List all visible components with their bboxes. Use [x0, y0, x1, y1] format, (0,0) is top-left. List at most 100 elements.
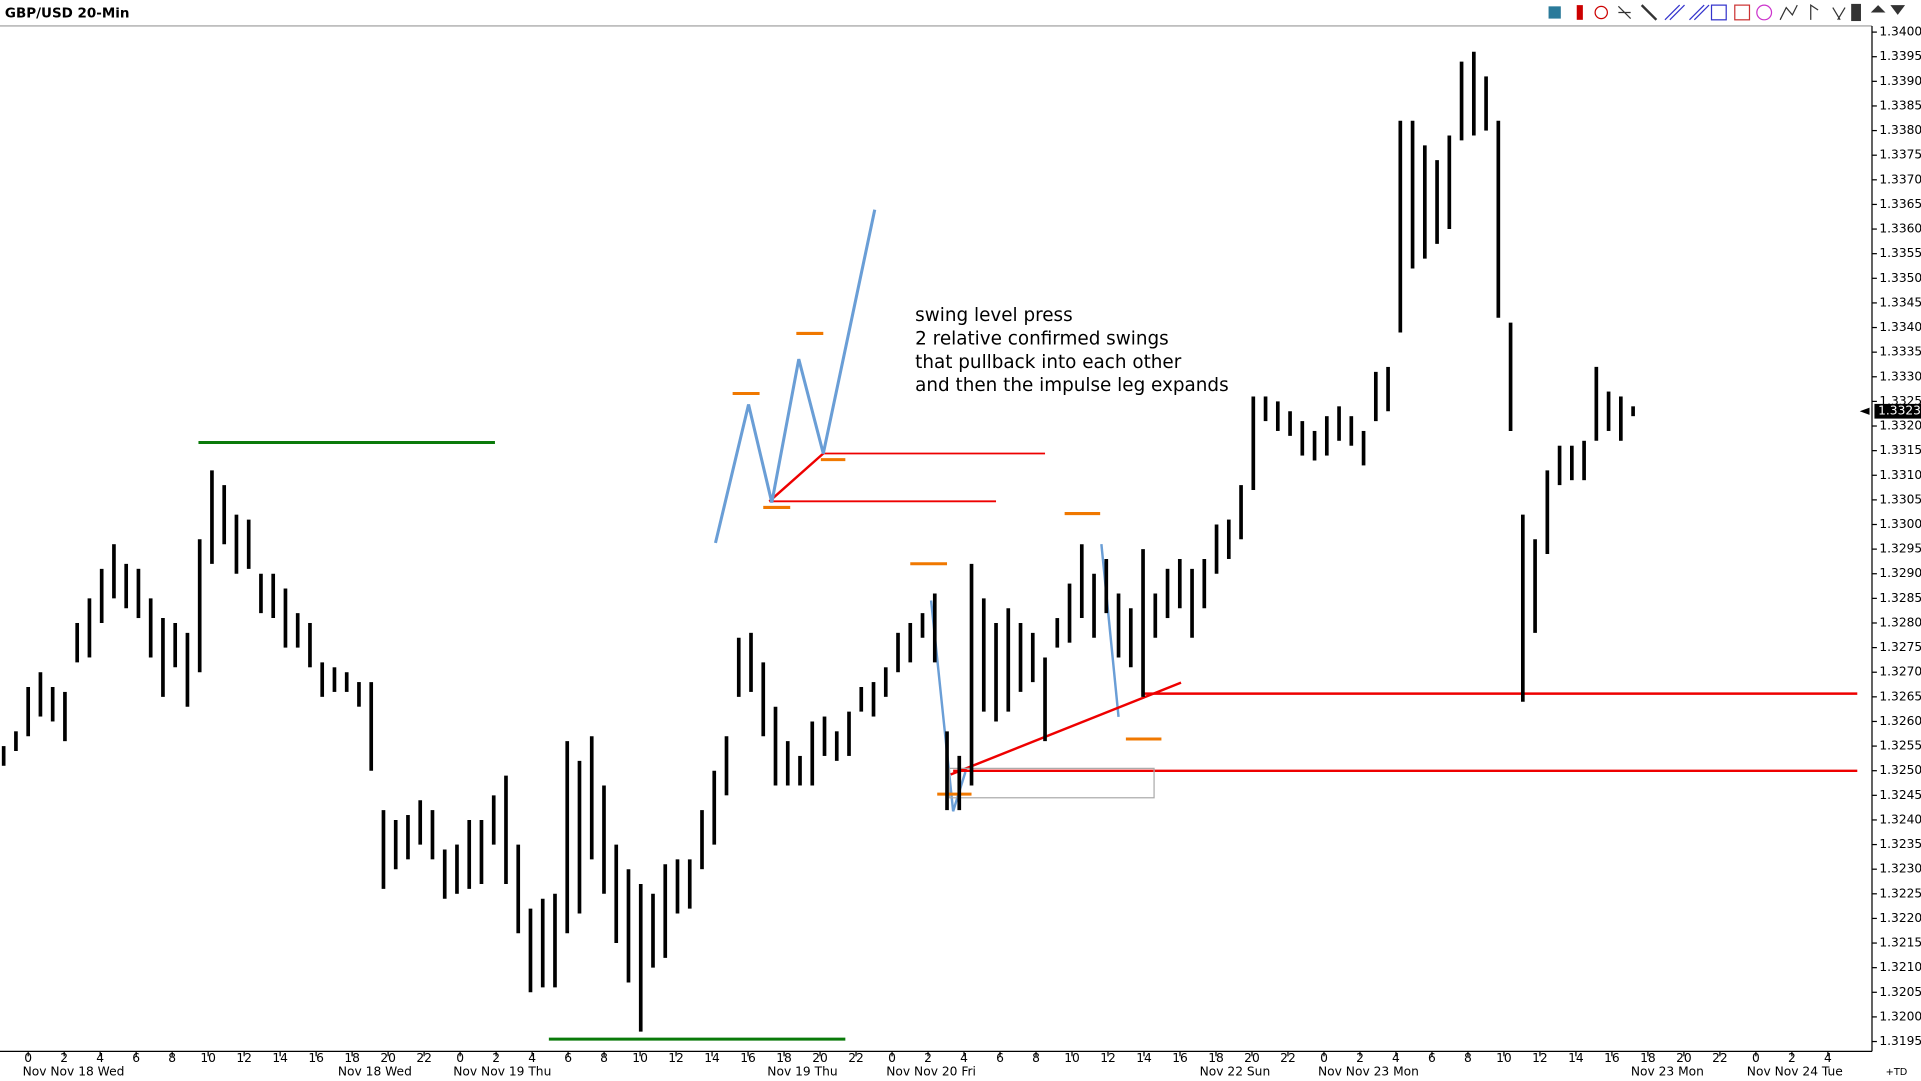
annotation: that pullback into each other	[915, 352, 1182, 373]
x-tick-label: 18	[776, 1051, 792, 1065]
x-tick-label: 16	[308, 1051, 324, 1065]
x-tick-label: 18	[1640, 1051, 1656, 1065]
y-tick-label: 1.3400	[1879, 25, 1921, 39]
y-tick-label: 1.3340	[1879, 320, 1921, 334]
y-tick-label: 1.3280	[1879, 615, 1921, 629]
x-tick-label: 10	[1064, 1051, 1080, 1065]
tool-icon[interactable]	[1870, 5, 1906, 15]
date-label: Nov Nov 18 Wed	[23, 1065, 125, 1079]
x-tick-label: 4	[96, 1051, 104, 1065]
x-tick-label: 0	[1320, 1051, 1328, 1065]
date-label: Nov 19 Thu	[767, 1065, 837, 1079]
x-tick-label: 0	[888, 1051, 896, 1065]
y-tick-label: 1.3230	[1879, 862, 1921, 876]
x-tick-label: 20	[380, 1051, 396, 1065]
tool-icon[interactable]	[1640, 4, 1658, 21]
corner-label: +TD	[1886, 1067, 1908, 1078]
trend-line	[950, 681, 1182, 776]
tool-icon[interactable]	[1810, 3, 1819, 20]
range-box	[948, 767, 1155, 799]
y-tick-label: 1.3315	[1879, 443, 1921, 457]
x-tick-label: 22	[416, 1051, 432, 1065]
annotation: swing level press	[915, 305, 1073, 326]
y-tick-label: 1.3215	[1879, 936, 1921, 950]
x-tick-label: 6	[132, 1051, 140, 1065]
y-tick-label: 1.3240	[1879, 812, 1921, 826]
x-tick-label: 12	[1100, 1051, 1116, 1065]
date-label: Nov 23 Mon	[1631, 1065, 1704, 1079]
x-tick-label: 18	[344, 1051, 360, 1065]
y-tick-label: 1.3375	[1879, 148, 1921, 162]
x-tick-label: 10	[200, 1051, 216, 1065]
x-tick-label: 16	[1172, 1051, 1188, 1065]
last-price-label: 1.3323	[1878, 404, 1921, 418]
y-tick-label: 1.3270	[1879, 665, 1921, 679]
swing-marker	[910, 512, 1162, 796]
tool-icon[interactable]	[1851, 3, 1861, 22]
date-label: Nov 18 Wed	[338, 1065, 412, 1079]
chart-title: GBP/USD 20-Min	[5, 6, 130, 22]
y-tick-label: 1.3195	[1879, 1034, 1921, 1048]
x-tick-label: 4	[960, 1051, 968, 1065]
tool-icon[interactable]	[1832, 7, 1846, 21]
y-tick-label: 1.3295	[1879, 542, 1921, 556]
last-price-arrow	[1859, 407, 1870, 415]
y-tick-label: 1.3300	[1879, 517, 1921, 531]
x-tick-label: 0	[1752, 1051, 1760, 1065]
y-tick-label: 1.3305	[1879, 492, 1921, 506]
y-tick-label: 1.3205	[1879, 985, 1921, 999]
tool-icon[interactable]	[1664, 4, 1685, 21]
x-tick-label: 14	[1136, 1051, 1152, 1065]
x-tick-label: 14	[1568, 1051, 1584, 1065]
tool-icon[interactable]	[1734, 4, 1751, 21]
x-tick-label: 8	[1464, 1051, 1472, 1065]
date-label: Nov Nov 23 Mon	[1318, 1065, 1419, 1079]
x-tick-label: 22	[848, 1051, 864, 1065]
x-tick-label: 20	[1244, 1051, 1260, 1065]
x-tick-label: 4	[528, 1051, 536, 1065]
y-tick-label: 1.3335	[1879, 345, 1921, 359]
x-tick-label: 0	[456, 1051, 464, 1065]
x-tick-label: 20	[1676, 1051, 1692, 1065]
x-tick-label: 8	[1032, 1051, 1040, 1065]
tool-icon[interactable]	[1548, 6, 1561, 19]
tool-icon[interactable]	[1779, 4, 1798, 21]
zigzag	[713, 209, 877, 544]
x-tick-label: 2	[1356, 1051, 1364, 1065]
y-tick-label: 1.3250	[1879, 763, 1921, 777]
tool-icon[interactable]	[1756, 4, 1773, 21]
annotation: 2 relative confirmed swings	[915, 328, 1169, 349]
drawings	[198, 209, 1858, 1041]
y-tick-label: 1.3320	[1879, 419, 1921, 433]
x-tick-label: 2	[492, 1051, 500, 1065]
x-tick-label: 20	[812, 1051, 828, 1065]
y-tick-label: 1.3220	[1879, 911, 1921, 925]
y-tick-label: 1.3345	[1879, 295, 1921, 309]
x-tick-label: 4	[1392, 1051, 1400, 1065]
y-tick-label: 1.3265	[1879, 689, 1921, 703]
x-tick-label: 0	[24, 1051, 32, 1065]
x-tick-label: 16	[740, 1051, 756, 1065]
y-tick-label: 1.3330	[1879, 369, 1921, 383]
y-tick-label: 1.3380	[1879, 123, 1921, 137]
y-tick-label: 1.3275	[1879, 640, 1921, 654]
x-tick-label: 8	[168, 1051, 176, 1065]
x-tick-label: 16	[1604, 1051, 1620, 1065]
x-tick-label: 12	[1532, 1051, 1548, 1065]
tool-icon[interactable]	[1576, 5, 1583, 20]
y-tick-label: 1.3310	[1879, 468, 1921, 482]
date-label: Nov 22 Sun	[1200, 1065, 1271, 1079]
annotation: and then the impulse leg expands	[915, 375, 1229, 396]
tool-icon[interactable]	[1689, 4, 1710, 21]
y-tick-label: 1.3235	[1879, 837, 1921, 851]
date-label: Nov Nov 19 Thu	[453, 1065, 551, 1079]
y-tick-label: 1.3210	[1879, 960, 1921, 974]
tool-icon[interactable]	[1594, 5, 1608, 20]
y-tick-label: 1.3360	[1879, 222, 1921, 236]
x-tick-label: 4	[1824, 1051, 1832, 1065]
tool-icon[interactable]	[1710, 4, 1727, 21]
tool-icon[interactable]	[1617, 5, 1632, 20]
